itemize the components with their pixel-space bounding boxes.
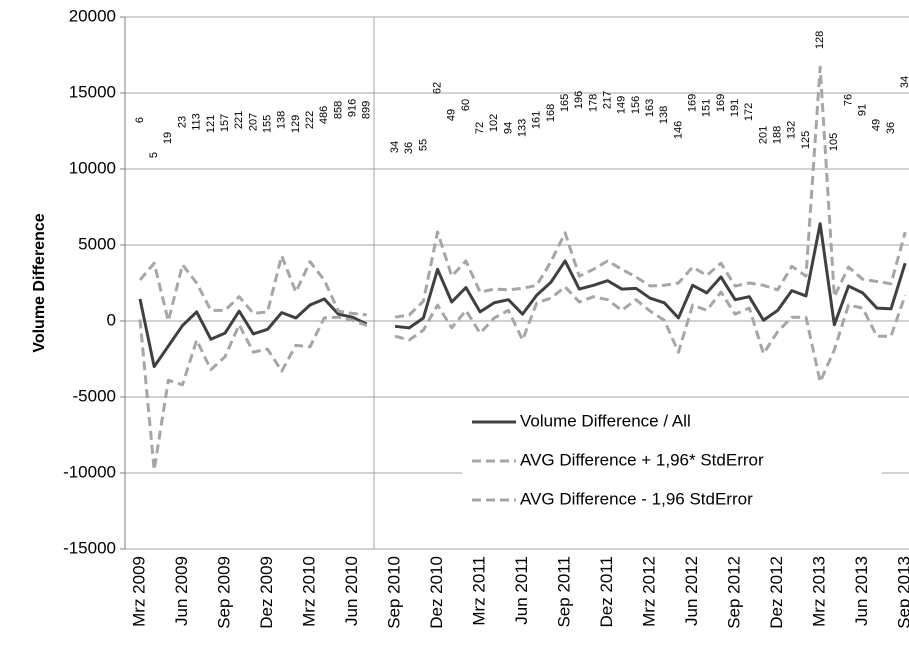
x-tick-label: Sep 2013: [895, 556, 909, 629]
y-axis-title: Volume Difference: [31, 213, 48, 352]
data-label: 76: [842, 94, 854, 106]
y-tick-label: -10000: [63, 462, 116, 481]
data-label: 207: [247, 113, 259, 131]
x-tick-label: Jun 2009: [172, 556, 191, 626]
data-label: 49: [871, 119, 883, 131]
data-label: 168: [545, 104, 557, 122]
y-tick-label: 20000: [69, 6, 116, 25]
data-label: 858: [332, 101, 344, 119]
data-label: 113: [191, 113, 203, 131]
data-label: 138: [658, 106, 670, 124]
series-line: [138, 222, 907, 369]
data-label: 149: [616, 96, 628, 114]
data-label: 55: [417, 139, 429, 151]
data-label: 157: [219, 114, 231, 132]
data-label: 94: [502, 122, 514, 134]
y-tick-label: 15000: [69, 82, 116, 101]
legend-label: AVG Difference - 1,96 StdError: [520, 489, 753, 508]
data-label: 138: [276, 111, 288, 129]
series-line: [138, 65, 907, 323]
data-label: 105: [828, 133, 840, 151]
data-label: 133: [516, 119, 528, 137]
legend-box: [462, 400, 882, 512]
y-tick-label: 10000: [69, 158, 116, 177]
x-tick-label: Mrz 2009: [129, 556, 148, 627]
grid: [125, 16, 909, 550]
data-label: 60: [460, 99, 472, 111]
data-label: 19: [162, 132, 174, 144]
data-label: 165: [559, 94, 571, 112]
x-tick-label: Dez 2012: [767, 556, 786, 629]
data-label: 899: [361, 101, 373, 119]
data-label: 36: [403, 142, 415, 154]
data-label: 178: [587, 94, 599, 112]
x-tick-label: Sep 2009: [215, 556, 234, 629]
x-tick-label: Jun 2010: [342, 556, 361, 626]
data-label: 125: [800, 131, 812, 149]
x-tick-label: Sep 2011: [555, 556, 574, 628]
x-tick-label: Jun 2011: [512, 556, 531, 625]
data-label: 132: [786, 121, 798, 139]
x-tick-label: Jun 2012: [682, 556, 701, 626]
x-tick-label: Dez 2009: [257, 556, 276, 629]
data-label: 128: [814, 31, 826, 49]
data-label: 217: [602, 91, 614, 109]
data-label: 172: [743, 103, 755, 121]
data-label: 34: [389, 141, 401, 153]
data-label: 169: [715, 94, 727, 112]
legend: Volume Difference / All AVG Difference + …: [462, 400, 882, 512]
data-label: 49: [446, 109, 458, 121]
data-label: 121: [205, 115, 217, 133]
data-label: 62: [431, 82, 443, 94]
x-tick-label: Sep 2012: [725, 556, 744, 629]
series-line: [138, 285, 907, 472]
data-label: 188: [772, 126, 784, 144]
data-label: 486: [318, 106, 330, 124]
data-label: 191: [729, 99, 741, 117]
data-label: 34: [899, 76, 909, 88]
data-label: 146: [672, 121, 684, 139]
legend-label: Volume Difference / All: [520, 411, 691, 430]
data-label: 222: [304, 111, 316, 129]
y-tick-label: -5000: [73, 386, 116, 405]
x-tick-label: Mrz 2013: [810, 556, 829, 627]
data-label: 5: [148, 152, 160, 158]
data-label: 151: [701, 99, 713, 117]
legend-label: AVG Difference + 1,96* StdError: [520, 450, 764, 469]
y-tick-label: 0: [107, 310, 116, 329]
y-tick-label: -15000: [63, 538, 116, 557]
y-tick-label: 5000: [78, 234, 116, 253]
data-label: 163: [644, 99, 656, 117]
x-tick-label: Dez 2011: [597, 556, 616, 628]
data-label: 91: [857, 104, 869, 116]
data-label: 916: [346, 99, 358, 117]
data-label: 155: [261, 115, 273, 133]
data-label: 196: [573, 91, 585, 109]
x-tick-label: Dez 2010: [427, 556, 446, 629]
data-label: 201: [757, 126, 769, 144]
x-tick-label: Mrz 2010: [300, 556, 319, 627]
data-label: 129: [290, 115, 302, 133]
x-tick-label: Mrz 2012: [640, 556, 659, 627]
data-label: 169: [687, 94, 699, 112]
data-label: 221: [233, 111, 245, 129]
data-label: 161: [531, 111, 543, 129]
data-label: 23: [176, 116, 188, 128]
data-label: 156: [630, 96, 642, 114]
data-label: 36: [885, 122, 897, 134]
data-label: 72: [474, 122, 486, 134]
data-label: 102: [488, 114, 500, 132]
data-label: 6: [134, 117, 146, 123]
x-tick-label: Jun 2013: [852, 556, 871, 626]
x-tick-label: Mrz 2011: [470, 556, 489, 626]
x-tick-label: Sep 2010: [385, 556, 404, 629]
